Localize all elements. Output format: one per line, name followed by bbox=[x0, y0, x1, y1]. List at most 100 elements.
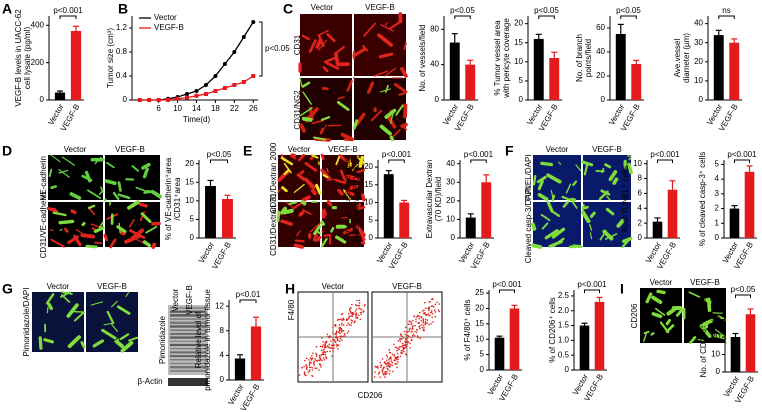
event bbox=[341, 331, 343, 333]
event bbox=[330, 347, 332, 349]
stain bbox=[128, 336, 139, 342]
event bbox=[333, 344, 335, 346]
stain bbox=[340, 132, 354, 142]
micrograph bbox=[533, 202, 581, 247]
event bbox=[328, 336, 331, 339]
event bbox=[319, 364, 322, 366]
y-tick-label: 1 bbox=[715, 218, 720, 227]
x-tick-label: 6 bbox=[156, 104, 161, 113]
y-tick-label: 0 bbox=[519, 95, 524, 104]
event bbox=[385, 354, 388, 357]
event bbox=[337, 331, 340, 333]
y-tick-label: 20 bbox=[596, 71, 605, 80]
event bbox=[361, 308, 363, 311]
event bbox=[428, 323, 430, 326]
event bbox=[320, 354, 323, 356]
y-tick-label: 6 bbox=[638, 189, 643, 198]
event bbox=[355, 303, 357, 306]
stain bbox=[38, 336, 43, 350]
event bbox=[430, 323, 432, 325]
event bbox=[404, 333, 407, 336]
event bbox=[413, 334, 416, 337]
stain bbox=[358, 155, 365, 168]
event bbox=[399, 340, 402, 343]
event bbox=[385, 363, 387, 365]
event bbox=[408, 330, 410, 333]
image-label: CD206 bbox=[630, 303, 639, 328]
event bbox=[319, 358, 322, 360]
event bbox=[389, 363, 392, 366]
marker bbox=[166, 98, 171, 102]
stain bbox=[356, 202, 361, 209]
event bbox=[397, 361, 399, 363]
event bbox=[309, 366, 312, 368]
marker bbox=[251, 74, 256, 78]
marker bbox=[137, 98, 142, 102]
event bbox=[348, 309, 351, 311]
stain bbox=[309, 222, 321, 233]
stain bbox=[50, 185, 57, 190]
y-tick-label: 2 bbox=[638, 218, 643, 227]
stain bbox=[93, 226, 105, 233]
significance-bracket bbox=[239, 299, 257, 303]
annotation: p<0.001 bbox=[53, 6, 83, 15]
stain bbox=[87, 189, 102, 199]
panel-letter: I bbox=[620, 281, 624, 297]
y-axis-label: VEGF-B levels in UACC-62 bbox=[14, 9, 23, 107]
event bbox=[301, 366, 303, 369]
event bbox=[438, 303, 441, 305]
stain bbox=[80, 341, 86, 349]
stain bbox=[74, 311, 85, 322]
bar bbox=[509, 308, 520, 370]
stain bbox=[650, 332, 655, 336]
event bbox=[350, 319, 353, 321]
event bbox=[351, 315, 353, 317]
stain bbox=[385, 84, 389, 93]
event bbox=[385, 372, 388, 375]
y-tick-label: 1.0 bbox=[558, 335, 570, 344]
event bbox=[335, 343, 338, 346]
stain bbox=[688, 291, 701, 298]
event bbox=[420, 320, 423, 322]
y-axis-label: % Tumor vessel area bbox=[493, 20, 502, 96]
y-tick-label: 20 bbox=[514, 19, 523, 28]
stain bbox=[116, 305, 131, 315]
event bbox=[395, 358, 397, 361]
stain bbox=[540, 213, 551, 222]
stain bbox=[69, 192, 82, 200]
event bbox=[305, 367, 308, 369]
event bbox=[409, 342, 411, 345]
stain bbox=[380, 24, 395, 32]
image-label: VEGF-B bbox=[185, 285, 194, 315]
stain bbox=[280, 156, 293, 166]
event bbox=[359, 308, 362, 310]
y-tick-label: 2 bbox=[715, 204, 720, 213]
event bbox=[318, 369, 320, 371]
event bbox=[403, 330, 406, 333]
stain bbox=[320, 153, 325, 161]
event bbox=[332, 326, 334, 329]
image-label: Vector bbox=[171, 288, 180, 311]
y-axis-label: Tumor size (cm³) bbox=[106, 28, 115, 88]
stain bbox=[293, 243, 305, 249]
event bbox=[385, 365, 388, 368]
stain bbox=[296, 230, 301, 237]
stain bbox=[600, 189, 611, 196]
event bbox=[424, 301, 426, 304]
stain bbox=[551, 227, 566, 239]
stain bbox=[81, 222, 86, 227]
y-tick-label: 0 bbox=[565, 365, 570, 374]
event bbox=[337, 339, 339, 342]
bar bbox=[465, 217, 476, 238]
y-tick-label: 0 bbox=[699, 95, 704, 104]
event bbox=[322, 353, 324, 356]
stain bbox=[138, 202, 148, 208]
stain bbox=[337, 188, 344, 196]
stain bbox=[537, 193, 549, 202]
stain bbox=[321, 230, 325, 233]
stain bbox=[98, 221, 104, 229]
panel-letter: E bbox=[243, 143, 252, 159]
event bbox=[358, 307, 360, 310]
stain bbox=[346, 80, 353, 92]
y-tick-label: 0 bbox=[40, 95, 45, 104]
